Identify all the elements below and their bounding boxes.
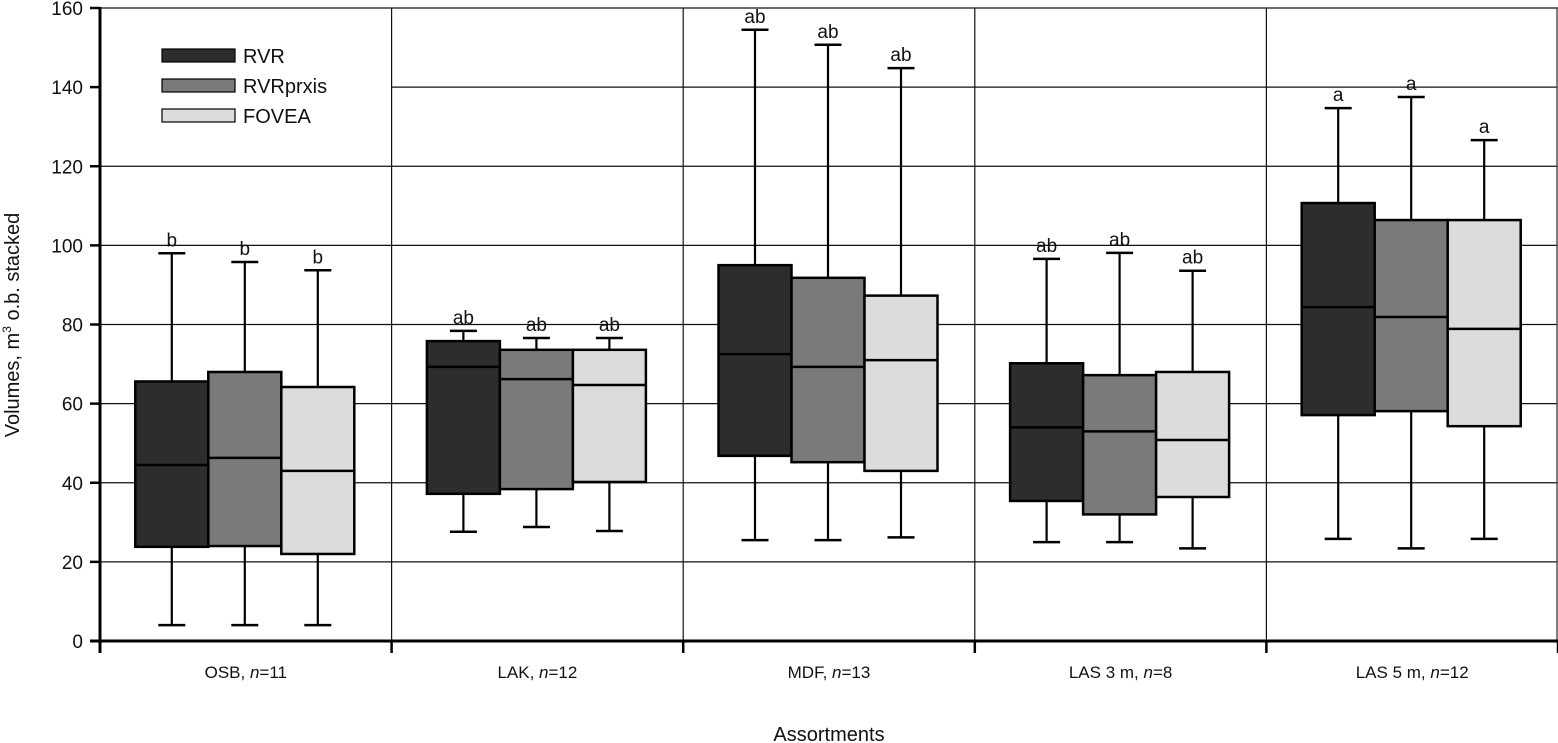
y-tick-label: 0 [72,632,83,653]
x-axis-categories: OSB, n=11 LAK, n=12 MDF, n=13 LAS 3 m, n=8 L… [98,641,1558,682]
legend-label: RVR [243,46,285,68]
box-rvr: a [1300,85,1376,541]
n-symbol: n [1143,663,1152,682]
n-value: =12 [549,663,578,682]
box-iqr [717,263,793,458]
legend: RVR RVRprxis FOVEA [161,46,327,128]
legend-label: FOVEA [243,106,311,128]
significance-label: ab [599,315,620,336]
significance-label: b [313,247,324,268]
y-axis-title: Volumes, m3 o.b. stacked [0,213,24,438]
box-iqr [571,348,648,484]
x-category-label: MDF, n=13 [788,663,871,682]
box-series: b b b ab ab ab ab ab ab ab ab ab a a a [134,7,1522,627]
y-tick-label: 160 [51,0,83,20]
box-iqr [1008,362,1085,503]
n-value: =13 [842,663,871,682]
significance-label: ab [817,22,838,43]
box-iqr [425,339,502,496]
y-tick-label: 140 [51,78,83,99]
significance-label: ab [1036,236,1057,257]
box-iqr [863,294,939,473]
significance-label: ab [526,315,547,336]
n-symbol: n [250,663,259,682]
x-category-label: LAK, n=12 [497,663,577,682]
significance-label: b [167,230,178,251]
n-value: =11 [259,663,287,682]
significance-label: a [1479,117,1490,138]
legend-swatch [161,48,236,63]
box-rvrprxis: ab [790,22,866,542]
box-rvr: b [134,230,210,627]
category-name: OSB, [205,663,250,682]
n-value: =8 [1153,663,1172,682]
significance-label: ab [1109,230,1130,251]
x-category-label: OSB, n=11 [205,663,287,682]
box-rvr: ab [425,308,502,534]
y-axis-title-suffix: o.b. stacked [2,213,24,326]
box-rvrprxis: ab [498,315,575,529]
box-rvr: ab [717,7,793,542]
significance-label: b [240,239,251,260]
significance-label: a [1333,85,1344,106]
n-symbol: n [832,663,841,682]
n-symbol: n [1430,663,1439,682]
y-axis-title-superscript: 3 [0,326,14,333]
box-iqr [1154,370,1231,499]
box-rvr: ab [1008,236,1085,544]
box-iqr [1300,201,1376,417]
axes [90,7,1558,653]
category-name: LAS 5 m, [1356,663,1431,682]
legend-label: RVRprxis [243,76,327,98]
category-name: MDF, [788,663,832,682]
category-name: LAS 3 m, [1069,663,1144,682]
y-tick-label: 60 [62,395,83,416]
x-category-label: LAS 5 m, n=12 [1356,663,1469,682]
box-rvrprxis: ab [1081,230,1158,544]
box-iqr [790,276,866,464]
box-rvrprxis: a [1373,74,1449,550]
y-tick-label: 100 [51,236,83,257]
significance-label: ab [744,7,765,28]
box-fovea: ab [1154,248,1231,550]
significance-label: a [1406,74,1417,95]
significance-label: ab [1182,248,1203,269]
box-fovea: ab [571,315,648,533]
x-axis-title: Assortments [773,724,884,743]
box-fovea: ab [863,45,939,539]
y-tick-label: 120 [51,157,83,178]
legend-swatch [161,108,236,123]
box-iqr [498,348,575,491]
category-name: LAK, [497,663,539,682]
box-fovea: b [280,247,356,627]
n-value: =12 [1440,663,1469,682]
significance-label: ab [890,45,911,66]
significance-label: ab [453,308,474,329]
box-iqr [1446,218,1522,428]
y-tick-label: 80 [62,316,83,337]
box-fovea: a [1446,117,1522,541]
legend-swatch [161,78,236,93]
box-iqr [1373,218,1449,413]
box-rvrprxis: b [207,239,283,627]
y-tick-label: 40 [62,474,83,495]
y-axis-title-main: Volumes, m [2,333,24,437]
y-axis-ticks: 0 20 40 60 80 100 120 140 160 [51,0,100,653]
y-tick-label: 20 [62,553,83,574]
x-category-label: LAS 3 m, n=8 [1069,663,1173,682]
n-symbol: n [539,663,548,682]
box-iqr [1081,373,1158,516]
